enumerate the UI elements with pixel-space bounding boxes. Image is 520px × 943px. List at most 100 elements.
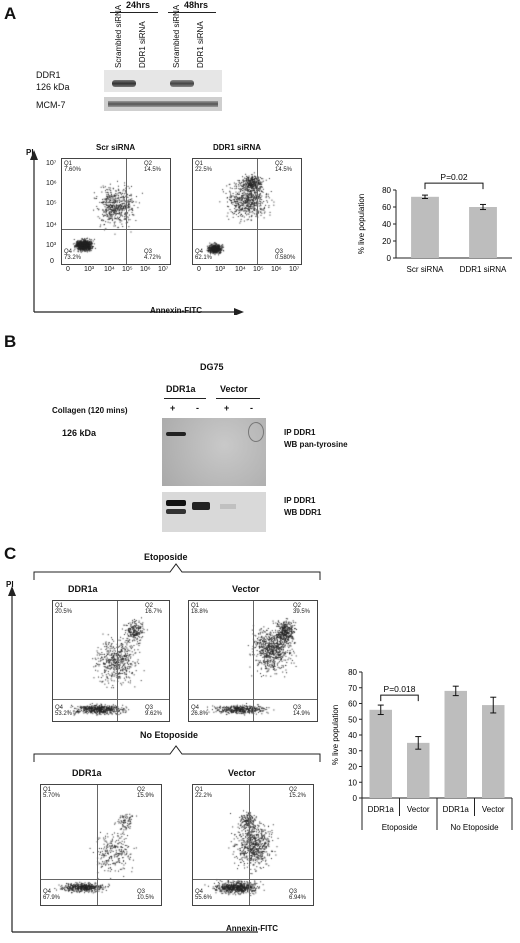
- y-tick-label: 60: [348, 700, 357, 709]
- p-value-label: P=0.018: [384, 684, 416, 694]
- y-tick: 0: [50, 258, 54, 265]
- x-tick: 10⁵: [122, 266, 133, 273]
- collagen-label: Collagen (120 mins): [52, 406, 128, 415]
- q1-label: Q1 22.2%: [195, 787, 213, 799]
- x-tick: 10⁶: [140, 266, 151, 273]
- mcm7-band: [108, 101, 218, 107]
- y-tick-label: 40: [348, 731, 357, 740]
- gate-line: [117, 601, 118, 721]
- cell-line-label: DG75: [200, 362, 224, 372]
- x-tick: 0: [66, 266, 70, 273]
- lane-label: Scrambled siRNA: [114, 4, 123, 68]
- x-tick: 10⁷: [158, 266, 169, 273]
- etoposide-brace: [33, 563, 321, 580]
- q3-label: Q3 4.72%: [144, 249, 162, 261]
- y-tick-label: 30: [348, 747, 357, 756]
- flow-title: DDR1 siRNA: [213, 143, 262, 152]
- y-tick: 10⁴: [46, 222, 57, 229]
- y-tick-label: 60: [382, 203, 391, 212]
- bar: [407, 742, 430, 798]
- blot2-label: IP DDR1: [284, 496, 316, 505]
- x-tick: 10³: [215, 266, 226, 273]
- q1-label: Q1 22.5%: [195, 161, 213, 173]
- q2-label: Q2 14.5%: [275, 161, 293, 173]
- ddr1-band: [166, 500, 186, 506]
- blot-artifact: [248, 422, 264, 442]
- collagen-sign: -: [250, 403, 253, 413]
- q1-label: Q1 18.8%: [191, 603, 209, 615]
- x-tick: 0: [197, 266, 201, 273]
- bar: [411, 196, 439, 258]
- flow-title: Scr siRNA: [96, 143, 136, 152]
- flow-dots: [193, 159, 301, 264]
- ddr1-band: [220, 504, 236, 509]
- q4-label: Q4 62.1%: [195, 249, 213, 261]
- bar: [482, 705, 505, 798]
- category-label: DDR1a: [368, 805, 395, 814]
- flow-plot-scr-sirna: Q1 7.60% Q2 14.5% Q3 4.72% Q4 73.2%: [61, 158, 171, 265]
- q2-label: Q2 15.2%: [289, 787, 307, 799]
- blot1-label: WB pan-tyrosine: [284, 440, 348, 449]
- y-tick: 10³: [46, 242, 57, 249]
- q3-label: Q3 10.5%: [137, 889, 155, 901]
- x-tick: 10⁷: [289, 266, 300, 273]
- ddr1-band: [112, 80, 136, 87]
- q4-label: Q4 26.8%: [191, 705, 209, 717]
- annexin-axis-label: Annexin-FITC: [226, 924, 278, 933]
- flow-plot-vector-etoposide: Q1 18.8% Q2 39.5% Q3 14.9% Q4 26.8%: [188, 600, 318, 722]
- flow-dots: [53, 601, 169, 721]
- ddr1-band: [170, 80, 194, 87]
- etoposide-label: Etoposide: [144, 552, 188, 562]
- kda-label: 126 kDa: [62, 428, 97, 438]
- q2-label: Q2 39.5%: [293, 603, 311, 615]
- y-tick: 10⁷: [46, 160, 57, 167]
- ddr1-label: DDR1: [36, 70, 61, 80]
- x-tick: 10⁴: [104, 266, 115, 273]
- q4-label: Q4 55.6%: [195, 889, 213, 901]
- bracket-48h: [168, 12, 216, 13]
- q1-label: Q1 5.70%: [43, 787, 61, 799]
- x-tick: 10⁴: [235, 266, 246, 273]
- y-axis-label: % live population: [331, 705, 340, 765]
- flow-title: DDR1a: [72, 768, 102, 778]
- y-tick-label: 10: [348, 778, 357, 787]
- category-label: Vector: [482, 805, 505, 814]
- no-etoposide-label: No Etoposide: [140, 730, 198, 740]
- flow-title: Vector: [228, 768, 256, 778]
- group-label: No Etoposide: [450, 823, 499, 832]
- q2-label: Q2 14.5%: [144, 161, 162, 173]
- q3-label: Q3 14.9%: [293, 705, 311, 717]
- y-axis-label: % live population: [357, 194, 366, 254]
- bracket-24h: [110, 12, 158, 13]
- y-tick-label: 50: [348, 715, 357, 724]
- group-bracket: [216, 398, 260, 399]
- category-label: Vector: [407, 805, 430, 814]
- q1-label: Q1 7.60%: [64, 161, 82, 173]
- flow-plot-ddr1-sirna: Q1 22.5% Q2 14.5% Q3 0.580% Q4 62.1%: [192, 158, 302, 265]
- x-tick: 10³: [84, 266, 95, 273]
- q4-label: Q4 67.9%: [43, 889, 61, 901]
- y-tick-label: 0: [387, 254, 392, 263]
- y-tick-label: 70: [348, 684, 357, 693]
- collagen-sign: -: [196, 403, 199, 413]
- q3-label: Q3 0.580%: [275, 249, 296, 261]
- flow-dots: [193, 785, 313, 905]
- q4-label: Q4 73.2%: [64, 249, 82, 261]
- flow-plot-ddr1a-etoposide: Q1 20.5% Q2 16.7% Q3 9.62% Q4 53.2%: [52, 600, 170, 722]
- p-value-label: P=0.02: [440, 172, 467, 182]
- flow-title: DDR1a: [68, 584, 98, 594]
- mcm7-blot: [104, 97, 222, 111]
- gate-line: [62, 229, 170, 230]
- significance-bracket: [424, 182, 484, 190]
- q2-label: Q2 16.7%: [145, 603, 163, 615]
- category-label: Scr siRNA: [407, 265, 445, 274]
- time-label-24h: 24hrs: [126, 0, 151, 10]
- gate-line: [193, 879, 313, 880]
- gate-line: [41, 879, 161, 880]
- ddr1-band: [192, 502, 210, 510]
- group-label: Etoposide: [382, 823, 418, 832]
- gate-line: [126, 159, 127, 264]
- flow-plot-vector-no-etoposide: Q1 22.2% Q2 15.2% Q3 6.94% Q4 55.6%: [192, 784, 314, 906]
- collagen-sign: +: [224, 403, 230, 413]
- blot2-label: WB DDR1: [284, 508, 322, 517]
